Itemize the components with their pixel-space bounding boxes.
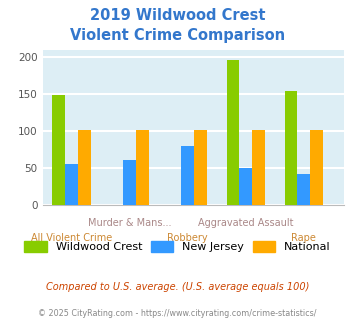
Bar [194,130,207,205]
Text: 2019 Wildwood Crest: 2019 Wildwood Crest [90,8,265,23]
Bar [297,174,310,205]
Bar [136,130,149,205]
Text: Violent Crime Comparison: Violent Crime Comparison [70,28,285,43]
Text: Robbery: Robbery [167,233,208,243]
Bar [239,168,252,205]
Text: Compared to U.S. average. (U.S. average equals 100): Compared to U.S. average. (U.S. average … [46,282,309,292]
Bar [252,130,265,205]
Text: Murder & Mans...: Murder & Mans... [88,218,171,228]
Bar [310,130,323,205]
Text: Rape: Rape [291,233,316,243]
Bar [78,130,91,205]
Bar [226,60,239,205]
Bar [53,95,65,205]
Text: © 2025 CityRating.com - https://www.cityrating.com/crime-statistics/: © 2025 CityRating.com - https://www.city… [38,309,317,317]
Legend: Wildwood Crest, New Jersey, National: Wildwood Crest, New Jersey, National [20,237,335,257]
Bar [65,164,78,205]
Bar [181,146,194,205]
Text: Aggravated Assault: Aggravated Assault [198,218,294,228]
Text: All Violent Crime: All Violent Crime [31,233,112,243]
Bar [123,159,136,205]
Bar [285,91,297,205]
